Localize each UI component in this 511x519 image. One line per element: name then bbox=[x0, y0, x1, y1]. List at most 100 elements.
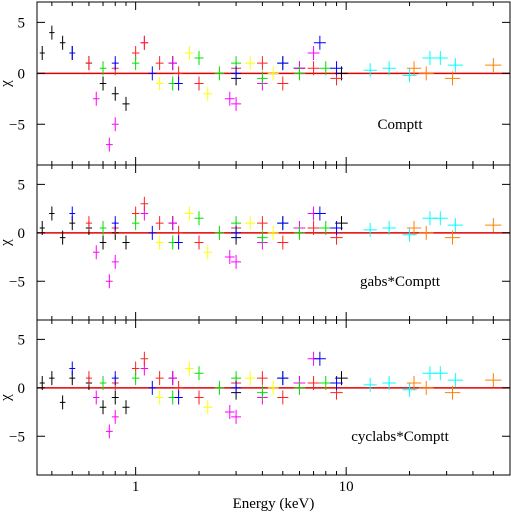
data-point bbox=[69, 361, 76, 376]
y-tick-label: 0 bbox=[18, 226, 26, 242]
data-point bbox=[307, 375, 320, 390]
data-point bbox=[245, 371, 256, 386]
data-point bbox=[111, 409, 119, 424]
data-point bbox=[185, 45, 194, 60]
data-point bbox=[245, 216, 256, 231]
data-point bbox=[194, 51, 204, 66]
data-point bbox=[93, 91, 100, 106]
data-point bbox=[155, 76, 164, 91]
data-point bbox=[85, 371, 93, 386]
data-point bbox=[402, 68, 417, 83]
data-point bbox=[277, 390, 289, 405]
data-point bbox=[111, 390, 119, 405]
data-point bbox=[111, 371, 119, 386]
data-point bbox=[402, 227, 417, 242]
y-tick-label: 5 bbox=[18, 15, 26, 31]
data-point bbox=[418, 66, 434, 81]
data-point bbox=[174, 76, 183, 91]
annotation: gabs*Comptt bbox=[360, 274, 441, 290]
data-point bbox=[59, 35, 66, 50]
data-point bbox=[155, 216, 164, 231]
data-point bbox=[432, 366, 448, 381]
data-point bbox=[168, 56, 177, 71]
y-tick-label: 0 bbox=[18, 66, 26, 82]
data-point bbox=[485, 373, 502, 388]
data-point bbox=[168, 371, 177, 386]
data-point bbox=[382, 375, 397, 390]
data-point bbox=[155, 390, 164, 405]
data-point bbox=[148, 225, 157, 240]
data-point bbox=[231, 380, 242, 395]
x-tick-label: 10 bbox=[339, 479, 354, 495]
data-point bbox=[231, 225, 242, 240]
data-point bbox=[99, 375, 107, 390]
data-point bbox=[131, 56, 140, 71]
data-point bbox=[330, 375, 343, 390]
data-point bbox=[194, 366, 204, 381]
data-point bbox=[406, 220, 422, 235]
data-point bbox=[231, 96, 242, 111]
data-point bbox=[185, 206, 194, 221]
data-point bbox=[257, 56, 268, 71]
data-point bbox=[245, 56, 256, 71]
data-point bbox=[447, 218, 464, 233]
y-axis-label: χ bbox=[0, 394, 14, 402]
data-point bbox=[313, 35, 326, 50]
data-point bbox=[444, 385, 461, 400]
data-point bbox=[105, 137, 113, 152]
y-tick-label: 0 bbox=[18, 381, 26, 397]
data-point bbox=[194, 235, 204, 250]
data-point bbox=[313, 206, 326, 221]
data-point bbox=[418, 380, 434, 395]
plot-frame bbox=[36, 319, 511, 476]
data-point bbox=[111, 86, 119, 101]
data-point bbox=[257, 385, 268, 400]
data-point bbox=[418, 225, 434, 240]
data-point bbox=[432, 51, 448, 66]
data-point bbox=[105, 424, 113, 439]
data-point bbox=[99, 400, 107, 415]
data-point bbox=[224, 405, 235, 420]
data-point bbox=[99, 220, 107, 235]
data-point bbox=[307, 61, 320, 76]
data-point bbox=[148, 380, 157, 395]
data-point bbox=[122, 235, 130, 250]
data-point bbox=[99, 61, 107, 76]
plot-frame bbox=[36, 1, 511, 166]
data-point bbox=[293, 225, 306, 240]
data-point bbox=[257, 371, 268, 386]
data-point bbox=[203, 245, 213, 260]
data-point bbox=[155, 56, 164, 71]
data-point bbox=[49, 206, 55, 221]
data-point bbox=[214, 225, 225, 240]
data-point bbox=[447, 58, 464, 73]
data-point bbox=[148, 66, 157, 81]
data-point bbox=[447, 373, 464, 388]
data-point bbox=[224, 250, 235, 265]
data-point bbox=[382, 220, 397, 235]
data-point bbox=[155, 235, 164, 250]
y-tick-label: −5 bbox=[9, 274, 25, 290]
annotation: cyclabs*Comptt bbox=[351, 429, 449, 445]
data-point bbox=[277, 76, 289, 91]
data-point bbox=[105, 274, 113, 289]
data-point bbox=[174, 235, 183, 250]
data-point bbox=[406, 61, 422, 76]
data-point bbox=[99, 76, 107, 91]
data-point bbox=[203, 400, 213, 415]
data-point bbox=[257, 71, 268, 86]
data-point bbox=[231, 254, 242, 269]
data-point bbox=[111, 254, 119, 269]
data-point bbox=[111, 117, 119, 132]
data-point bbox=[155, 371, 164, 386]
data-point bbox=[485, 218, 502, 233]
data-point bbox=[59, 230, 66, 245]
data-point bbox=[93, 390, 100, 405]
data-point bbox=[85, 56, 93, 71]
data-point bbox=[131, 371, 140, 386]
data-point bbox=[194, 390, 204, 405]
data-point bbox=[59, 395, 66, 410]
data-point bbox=[319, 61, 332, 76]
